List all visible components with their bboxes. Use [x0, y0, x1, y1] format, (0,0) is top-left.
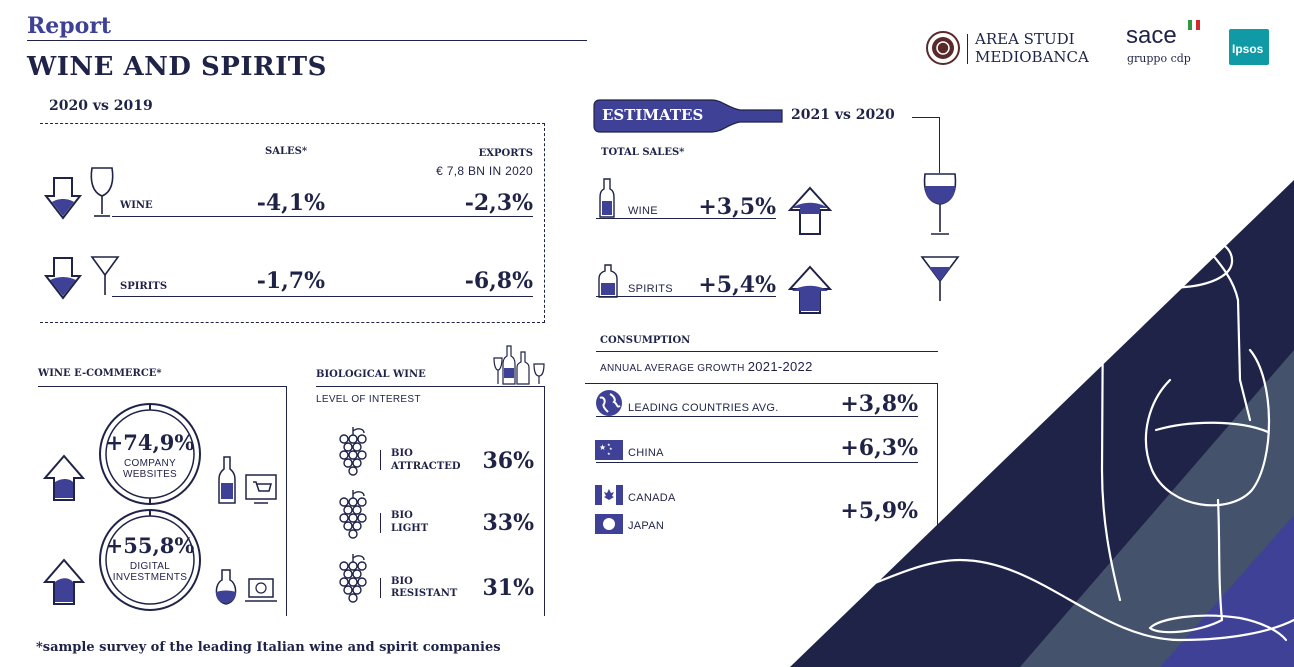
section-2020-heading: 2020 vs 2019 [49, 98, 153, 114]
est-label-spirits: SPIRITS [628, 283, 673, 295]
down-arrow-icon [43, 177, 83, 220]
up-arrow-icon [42, 454, 86, 501]
shopping-cart-icon [245, 474, 277, 504]
consumption-heading: CONSUMPTION [600, 335, 691, 346]
ecommerce-value-2: +55,8% [105, 533, 195, 558]
ecommerce-heading: WINE E-COMMERCE* [38, 368, 162, 379]
ecommerce-label-1b: WEBSITES [122, 469, 178, 480]
country-value-leading: +3,8% [840, 391, 918, 417]
mediobanca-seal-icon [926, 31, 960, 65]
wine-glass-icon [923, 173, 957, 235]
col-sales-header: SALES* [265, 146, 308, 157]
ipsos-text: Ipsos [1232, 42, 1264, 56]
martini-glass-icon [920, 256, 960, 301]
dial-circle-icon [99, 509, 201, 611]
bio-label-2b: LIGHT [391, 523, 429, 534]
canada-flag-icon [595, 485, 623, 505]
estimates-period: 2021 vs 2020 [791, 107, 895, 123]
consumption-sub: ANNUAL AVERAGE GROWTH 2021-2022 [600, 359, 813, 374]
sace-logo: sace gruppo cdp [1126, 20, 1206, 70]
svg-text:★: ★ [607, 451, 611, 456]
sace-sub: gruppo cdp [1127, 52, 1191, 65]
bio-label-2a: BIO [391, 510, 413, 521]
bio-value-2: 33% [482, 510, 534, 536]
grapes-icon [339, 490, 367, 539]
ecommerce-label-2b: INVESTMENTS [112, 572, 188, 583]
bio-value-3: 31% [482, 575, 534, 601]
sace-name: sace [1126, 22, 1177, 49]
country-label-canada: CANADA [628, 492, 676, 504]
ecommerce-value-1: +74,9% [105, 430, 195, 455]
country-label-japan: JAPAN [628, 520, 665, 532]
est-wine-value: +3,5% [698, 194, 776, 220]
spirits-exports-value: -6,8% [464, 268, 533, 294]
down-arrow-icon [43, 257, 83, 300]
up-arrow-icon [787, 265, 833, 314]
consumption-sub-label: ANNUAL AVERAGE GROWTH [600, 363, 748, 374]
up-arrow-icon [42, 558, 86, 605]
wine-glass-icon [90, 167, 114, 217]
up-arrow-icon [787, 186, 833, 235]
laptop-euro-icon [245, 578, 277, 602]
est-spirits-value: +5,4% [698, 272, 776, 298]
est-label-wine: WINE [628, 205, 658, 217]
bio-label-1a: BIO [391, 448, 413, 459]
section-2020-frame [40, 123, 545, 323]
grapes-icon [339, 427, 367, 476]
bio-frame [316, 386, 545, 616]
spirits-bottle-icon [598, 264, 618, 298]
bio-heading: BIOLOGICAL WINE [316, 369, 426, 380]
country-label-china: CHINA [628, 447, 664, 459]
bio-label-3a: BIO [391, 576, 413, 587]
country-value-canada-japan: +5,9% [840, 498, 918, 524]
page-title: WINE AND SPIRITS [27, 52, 327, 82]
bottles-glasses-icon [493, 345, 545, 385]
ecommerce-label-1a: COMPANY [124, 458, 176, 469]
consumption-frame [585, 383, 938, 538]
bio-value-1: 36% [482, 448, 534, 474]
total-sales-label: TOTAL SALES* [601, 147, 685, 158]
bio-subheading: LEVEL OF INTEREST [316, 394, 421, 405]
china-flag-icon: ★ ★ ★ ★ [595, 440, 623, 460]
bio-label-1b: ATTRACTED [391, 461, 461, 472]
mediobanca-logo: AREA STUDI MEDIOBANCA [925, 30, 1105, 70]
svg-text:★: ★ [599, 443, 606, 452]
col-exports-header: EXPORTS [478, 148, 533, 159]
exports-note: € 7,8 BN IN 2020 [436, 164, 533, 178]
spirits-sales-value: -1,7% [256, 268, 325, 294]
dial-circle-icon [99, 403, 201, 505]
mediobanca-line2: MEDIOBANCA [975, 48, 1089, 66]
globe-icon [596, 390, 622, 416]
country-label-leading: LEADING COUNTRIES AVG. [628, 402, 779, 414]
japan-flag-icon [595, 514, 623, 534]
martini-glass-icon [90, 256, 120, 295]
consumption-sub-years: 2021-2022 [747, 359, 813, 374]
svg-text:★: ★ [607, 442, 611, 447]
grapes-icon [339, 554, 367, 603]
row-label-spirits-2020: SPIRITS [120, 281, 168, 292]
estimates-badge-label: ESTIMATES [602, 106, 704, 124]
wine-bottle-icon [599, 178, 615, 218]
ecommerce-label-2a: DIGITAL [129, 561, 171, 572]
mediobanca-line1: AREA STUDI [975, 30, 1075, 48]
footnote: *sample survey of the leading Italian wi… [36, 640, 501, 655]
ecommerce-frame [38, 386, 287, 616]
wine-bottle-icon [218, 456, 236, 504]
country-value-china: +6,3% [840, 435, 918, 461]
wine-exports-value: -2,3% [464, 190, 533, 216]
row-label-wine-2020: WINE [120, 200, 153, 211]
wine-sales-value: -4,1% [256, 190, 325, 216]
report-label: Report [27, 13, 112, 39]
decanter-icon [215, 569, 237, 605]
estimates-bottle-badge [593, 99, 783, 133]
italy-flag-icon [1188, 20, 1200, 30]
ipsos-logo: Ipsos [1229, 29, 1269, 65]
bio-label-3b: RESISTANT [391, 588, 458, 599]
header-underline [27, 40, 587, 41]
svg-text:★: ★ [609, 446, 613, 451]
